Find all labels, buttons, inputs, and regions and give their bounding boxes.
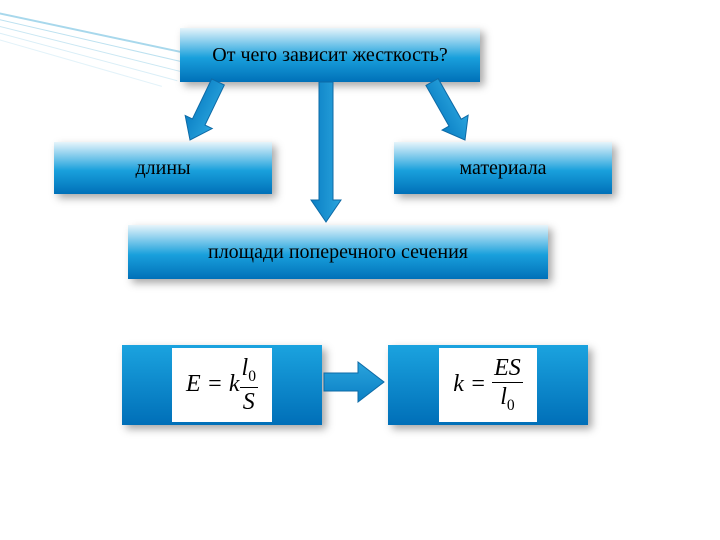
title-box: От чего зависит жесткость? bbox=[180, 28, 480, 82]
formula-e-den: S bbox=[240, 387, 258, 414]
formula-k-den-sub: 0 bbox=[507, 397, 515, 414]
length-box: длины bbox=[54, 142, 272, 194]
formula-e-num-sub: 0 bbox=[248, 368, 256, 385]
formula-k-box: k = ES l0 bbox=[388, 345, 588, 425]
formula-e-frac: l0 S bbox=[240, 356, 258, 413]
title-text: От чего зависит жесткость? bbox=[212, 44, 447, 67]
material-label: материала bbox=[459, 157, 546, 180]
formula-e: E = k l0 S bbox=[172, 348, 272, 421]
area-label: площади поперечного сечения bbox=[208, 241, 468, 264]
arrow-to-length bbox=[176, 75, 231, 146]
arrow-between-formulas bbox=[324, 362, 384, 402]
formula-e-box: E = k l0 S bbox=[122, 345, 322, 425]
formula-k-lhs: k bbox=[453, 371, 464, 398]
formula-k: k = ES l0 bbox=[439, 348, 537, 421]
formula-k-den: l bbox=[500, 384, 507, 410]
length-label: длины bbox=[136, 157, 191, 180]
area-box: площади поперечного сечения bbox=[128, 225, 548, 279]
formula-e-k: k bbox=[229, 371, 240, 398]
arrow-to-material bbox=[419, 75, 478, 148]
deco-line bbox=[0, 28, 162, 87]
formula-e-lhs: E bbox=[186, 371, 201, 398]
arrow-to-area bbox=[311, 82, 341, 222]
formula-k-frac: ES l0 bbox=[492, 356, 523, 413]
formula-k-num1: E bbox=[494, 355, 509, 381]
formula-k-num2: S bbox=[509, 355, 521, 381]
material-box: материала bbox=[394, 142, 612, 194]
